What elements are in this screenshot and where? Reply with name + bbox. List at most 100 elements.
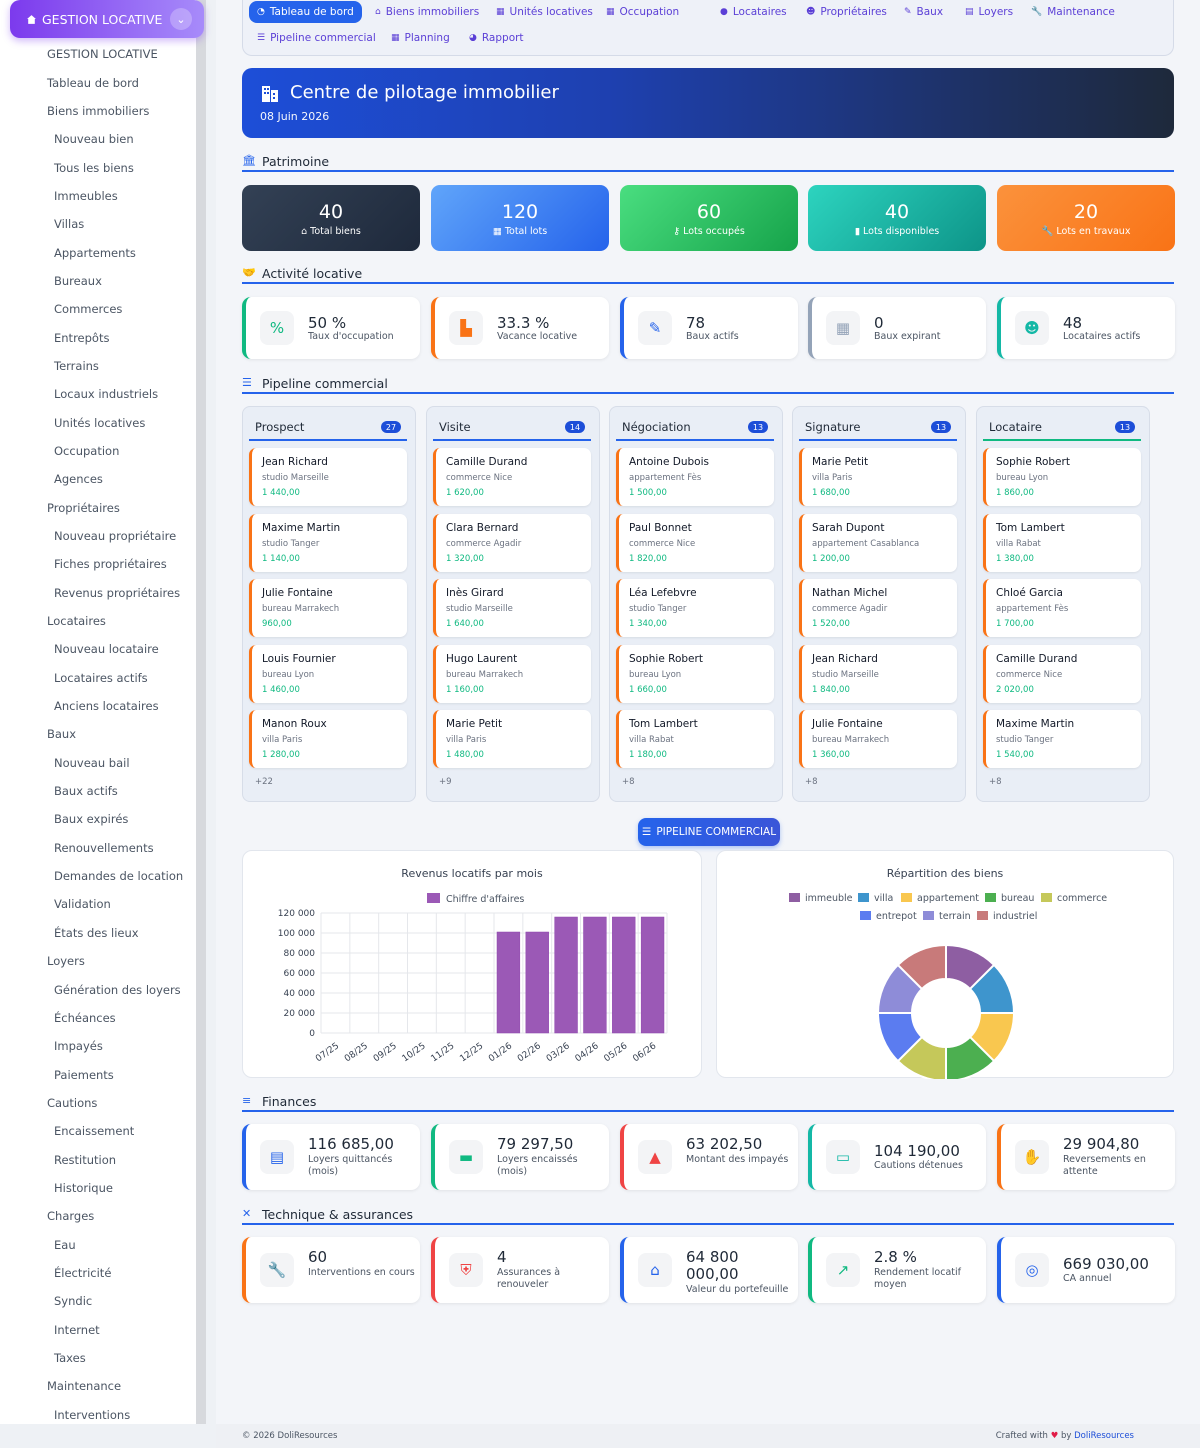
nav-loyers[interactable]: ▤ Loyers xyxy=(957,1,1021,23)
pipeline-card[interactable]: Sarah Dupont appartement Casablanca 1 200,… xyxy=(799,513,957,572)
pipeline-card[interactable]: Maxime Martin studio Tanger 1 140,00 xyxy=(249,513,407,572)
sidebar-item-encaissement[interactable]: Encaissement xyxy=(0,1117,196,1145)
pipeline-card[interactable]: Sophie Robert bureau Lyon 1 660,00 xyxy=(616,644,774,703)
pipeline-card[interactable]: Louis Fournier bureau Lyon 1 460,00 xyxy=(249,644,407,703)
sidebar-item-cautions[interactable]: Cautions xyxy=(0,1089,196,1117)
sidebar-item-loyers[interactable]: Loyers xyxy=(0,947,196,975)
pipeline-card[interactable]: Clara Bernard commerce Agadir 1 320,00 xyxy=(433,513,591,572)
nav-rapport[interactable]: ◕ Rapport xyxy=(461,27,532,49)
sidebar-item-syndic[interactable]: Syndic xyxy=(0,1287,196,1315)
sidebar-item-revenus-proprietaires[interactable]: Revenus propriétaires xyxy=(0,579,196,607)
pipeline-card[interactable]: Manon Roux villa Paris 1 280,00 xyxy=(249,710,407,768)
sidebar-item-tableau-de-bord[interactable]: Tableau de bord xyxy=(0,68,196,96)
sidebar-item-impayes[interactable]: Impayés xyxy=(0,1032,196,1060)
nav-maintenance[interactable]: 🔧 Maintenance xyxy=(1023,1,1123,23)
sidebar-item-tous-les-biens[interactable]: Tous les biens xyxy=(0,153,196,181)
pipeline-card[interactable]: Julie Fontaine bureau Marrakech 960,00 xyxy=(249,579,407,637)
sidebar-item-nouveau-bien[interactable]: Nouveau bien xyxy=(0,125,196,153)
pipeline-card[interactable]: Jean Richard studio Marseille 1 440,00 xyxy=(249,448,407,506)
sidebar-item-taxes[interactable]: Taxes xyxy=(0,1344,196,1372)
sidebar-item-occupation[interactable]: Occupation xyxy=(0,437,196,465)
pipeline-more-count[interactable]: +8 xyxy=(622,777,635,787)
pipeline-more-count[interactable]: +8 xyxy=(989,777,1002,787)
sidebar-item-locaux-industriels[interactable]: Locaux industriels xyxy=(0,380,196,408)
sidebar-item-immeubles[interactable]: Immeubles xyxy=(0,182,196,210)
pipeline-button[interactable]: ☰ PIPELINE COMMERCIAL xyxy=(638,818,780,846)
sidebar-item-proprietaires[interactable]: Propriétaires xyxy=(0,494,196,522)
pipeline-card[interactable]: Nathan Michel commerce Agadir 1 520,00 xyxy=(799,579,957,637)
nav-occupation[interactable]: ▦ Occupation xyxy=(598,1,687,23)
sidebar-item-baux[interactable]: Baux xyxy=(0,720,196,748)
sidebar-item-restitution[interactable]: Restitution xyxy=(0,1145,196,1173)
sidebar-item-internet[interactable]: Internet xyxy=(0,1315,196,1343)
sidebar-item-biens-immobiliers[interactable]: Biens immobiliers xyxy=(0,97,196,125)
pipeline-card[interactable]: Hugo Laurent bureau Marrakech 1 160,00 xyxy=(433,644,591,703)
sidebar-item-baux-expires[interactable]: Baux expirés xyxy=(0,805,196,833)
sidebar-item-electricite[interactable]: Électricité xyxy=(0,1259,196,1287)
sidebar-item-nouveau-proprietaire[interactable]: Nouveau propriétaire xyxy=(0,522,196,550)
sidebar-item-charges[interactable]: Charges xyxy=(0,1202,196,1230)
sidebar-item-commerces[interactable]: Commerces xyxy=(0,295,196,323)
pipeline-card[interactable]: Jean Richard studio Marseille 1 840,00 xyxy=(799,644,957,703)
nav-proprietaires[interactable]: ☻ Propriétaires xyxy=(798,1,895,23)
sidebar-item-baux-actifs[interactable]: Baux actifs xyxy=(0,777,196,805)
pipeline-card[interactable]: Léa Lefebvre studio Tanger 1 340,00 xyxy=(616,579,774,637)
pipeline-card[interactable]: Antoine Dubois appartement Fès 1 500,00 xyxy=(616,448,774,506)
sidebar-item-agences[interactable]: Agences xyxy=(0,465,196,493)
nav-planning[interactable]: ▦ Planning xyxy=(383,27,458,49)
sidebar-item-nouveau-locataire[interactable]: Nouveau locataire xyxy=(0,635,196,663)
sidebar-item-anciens-locataires[interactable]: Anciens locataires xyxy=(0,692,196,720)
pipeline-card[interactable]: Inès Girard studio Marseille 1 640,00 xyxy=(433,579,591,637)
sidebar-item-locataires[interactable]: Locataires xyxy=(0,607,196,635)
pipeline-card[interactable]: Julie Fontaine bureau Marrakech 1 360,00 xyxy=(799,710,957,768)
nav-baux[interactable]: ✎ Baux xyxy=(896,1,951,23)
pipeline-card[interactable]: Tom Lambert villa Rabat 1 180,00 xyxy=(616,710,774,768)
sidebar-brand-toggle[interactable]: GESTION LOCATIVE ⌄ xyxy=(10,0,204,38)
pipeline-card[interactable]: Chloé Garcia appartement Fès 1 700,00 xyxy=(983,579,1141,637)
sidebar-item-paiements[interactable]: Paiements xyxy=(0,1060,196,1088)
sidebar-item-terrains[interactable]: Terrains xyxy=(0,352,196,380)
card-description: bureau Lyon xyxy=(996,473,1049,483)
nav-locataires[interactable]: ● Locataires xyxy=(712,1,795,23)
pipeline-card[interactable]: Camille Durand commerce Nice 1 620,00 xyxy=(433,448,591,506)
pipeline-more-count[interactable]: +22 xyxy=(255,777,273,787)
pipeline-card[interactable]: Maxime Martin studio Tanger 1 540,00 xyxy=(983,710,1141,768)
sidebar-item-interventions[interactable]: Interventions xyxy=(0,1401,196,1429)
pipeline-card[interactable]: Sophie Robert bureau Lyon 1 860,00 xyxy=(983,448,1141,506)
sidebar-item-appartements[interactable]: Appartements xyxy=(0,238,196,266)
sidebar-item-generation-des-loyers[interactable]: Génération des loyers xyxy=(0,975,196,1003)
nav-unites-locatives[interactable]: ▦ Unités locatives xyxy=(488,1,601,23)
sidebar-item-nouveau-bail[interactable]: Nouveau bail xyxy=(0,749,196,777)
sidebar-item-villas[interactable]: Villas xyxy=(0,210,196,238)
pipeline-card[interactable]: Marie Petit villa Paris 1 680,00 xyxy=(799,448,957,506)
sidebar-item-gestion-locative[interactable]: GESTION LOCATIVE xyxy=(0,40,196,68)
sidebar-item-renouvellements[interactable]: Renouvellements xyxy=(0,834,196,862)
pipeline-card[interactable]: Paul Bonnet commerce Nice 1 820,00 xyxy=(616,513,774,572)
sidebar-item-bureaux[interactable]: Bureaux xyxy=(0,267,196,295)
pipeline-column-locataire: Locataire 13 Sophie Robert bureau Lyon 1 860… xyxy=(976,406,1150,802)
sidebar-item-etats-des-lieux[interactable]: États des lieux xyxy=(0,919,196,947)
pipeline-more-count[interactable]: +9 xyxy=(439,777,452,787)
pipeline-more-count[interactable]: +8 xyxy=(805,777,818,787)
kpi-card-vacance-locative: ▙ 33.3 % Vacance locative xyxy=(431,297,609,359)
sidebar-item-maintenance[interactable]: Maintenance xyxy=(0,1372,196,1400)
nav-pipeline-commercial[interactable]: ☰ Pipeline commercial xyxy=(249,27,384,49)
sidebar-item-historique[interactable]: Historique xyxy=(0,1174,196,1202)
card-description: studio Marseille xyxy=(446,604,513,614)
sidebar-item-locataires-actifs[interactable]: Locataires actifs xyxy=(0,664,196,692)
sidebar-item-validation[interactable]: Validation xyxy=(0,890,196,918)
sidebar-item-label: Demandes de location xyxy=(54,869,184,884)
pipeline-card[interactable]: Tom Lambert villa Rabat 1 380,00 xyxy=(983,513,1141,572)
pipeline-card[interactable]: Marie Petit villa Paris 1 480,00 xyxy=(433,710,591,768)
nav-biens-immobiliers[interactable]: ⌂ Biens immobiliers xyxy=(367,1,487,23)
sidebar-item-fiches-proprietaires[interactable]: Fiches propriétaires xyxy=(0,550,196,578)
sidebar-item-demandes-de-location[interactable]: Demandes de location xyxy=(0,862,196,890)
pipeline-card[interactable]: Camille Durand commerce Nice 2 020,00 xyxy=(983,644,1141,703)
sidebar-item-unites-locatives[interactable]: Unités locatives xyxy=(0,408,196,436)
sidebar-item-eau[interactable]: Eau xyxy=(0,1230,196,1258)
x-tick-label: 07/25 xyxy=(314,1041,341,1064)
footer-brand-link[interactable]: DoliResources xyxy=(1074,1431,1134,1441)
sidebar-item-echeances[interactable]: Échéances xyxy=(0,1004,196,1032)
sidebar-item-entrepots[interactable]: Entrepôts xyxy=(0,323,196,351)
nav-tableau-de-bord[interactable]: ◔ Tableau de bord xyxy=(249,1,362,23)
